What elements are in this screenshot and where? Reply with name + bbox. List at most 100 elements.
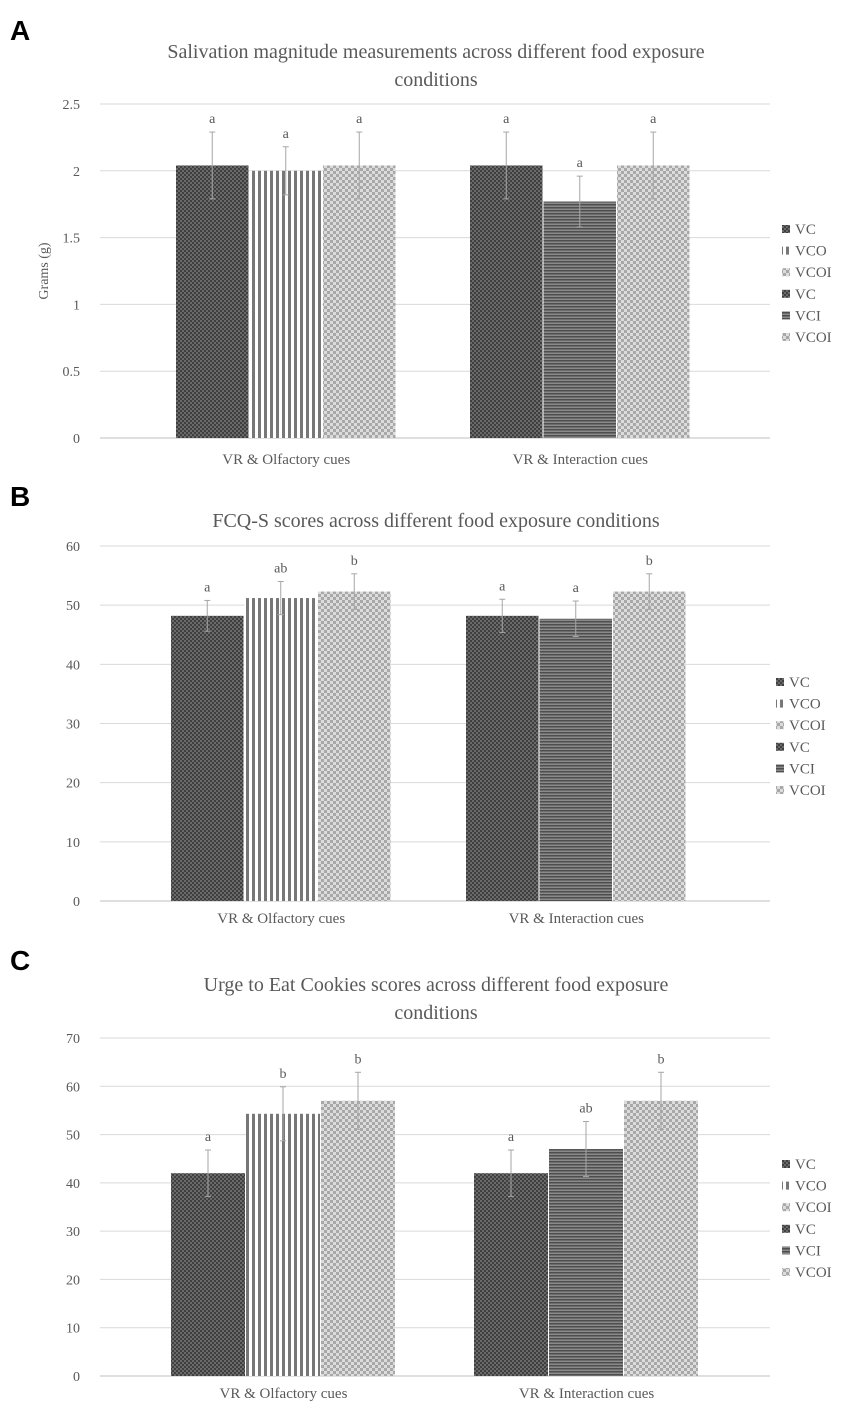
bar-vco: [249, 170, 322, 439]
bar-vc: [474, 1173, 548, 1376]
legend-swatch: [782, 289, 790, 298]
bar-vci: [543, 201, 616, 438]
y-tick-label: 70: [66, 1032, 80, 1047]
panel-letter: A: [10, 15, 30, 46]
legend-swatch: [782, 1224, 790, 1233]
y-tick-label: 0.5: [63, 365, 81, 380]
category-label: VR & Interaction cues: [519, 1386, 655, 1402]
legend-item: VCI: [782, 308, 821, 324]
bar-vci: [549, 1149, 623, 1376]
legend-item: VC: [782, 222, 816, 238]
legend-label: VC: [789, 740, 810, 756]
significance-label: b: [355, 1052, 362, 1067]
legend-swatch: [776, 742, 784, 751]
legend-item: VC: [782, 1222, 816, 1238]
y-tick-label: 60: [66, 540, 80, 555]
significance-label: a: [650, 112, 657, 127]
bar-vc: [176, 165, 249, 438]
legend-item: VCI: [782, 1243, 821, 1259]
bar-vci: [539, 618, 612, 901]
legend-swatch: [782, 246, 790, 255]
legend-label: VCOI: [789, 718, 826, 734]
chart-title: Salivation magnitude measurements across…: [167, 41, 704, 63]
bar-vco: [246, 1113, 320, 1376]
y-tick-label: 0: [73, 895, 80, 910]
bar-vcoi: [323, 165, 396, 438]
y-tick-label: 1.5: [63, 232, 81, 247]
chart-title: FCQ-S scores across different food expos…: [212, 510, 660, 532]
significance-label: a: [356, 112, 363, 127]
y-tick-label: 2.5: [63, 98, 81, 113]
panel-b: B FCQ-S scores across different food expo…: [10, 481, 826, 927]
legend-swatch: [782, 1160, 790, 1168]
legend-swatch: [776, 699, 784, 708]
significance-label: b: [658, 1052, 665, 1067]
legend-label: VCI: [795, 308, 821, 324]
legend-swatch: [782, 311, 790, 320]
panel-c: C Urge to Eat Cookies scores across diffe…: [10, 945, 832, 1402]
legend-label: VCI: [795, 1243, 821, 1259]
category-label: VR & Olfactory cues: [220, 1386, 348, 1402]
chart-title: Urge to Eat Cookies scores across differ…: [204, 974, 669, 996]
legend-swatch: [782, 1181, 790, 1190]
legend-item: VCOI: [782, 1200, 832, 1216]
legend-item: VC: [776, 740, 810, 756]
legend-item: VCOI: [776, 718, 826, 734]
legend-item: VC: [782, 287, 816, 303]
legend-label: VCO: [795, 1179, 827, 1195]
legend-swatch: [782, 225, 790, 233]
significance-label: a: [283, 127, 290, 142]
legend-item: VCI: [776, 761, 815, 777]
y-tick-label: 50: [66, 1129, 80, 1144]
y-tick-label: 0: [73, 432, 80, 447]
legend-item: VCOI: [782, 265, 832, 281]
panel-letter: C: [10, 945, 30, 976]
significance-label: b: [351, 554, 358, 569]
legend-label: VC: [789, 675, 810, 691]
y-tick-label: 0: [73, 1370, 80, 1385]
bar-vc: [466, 615, 539, 901]
panel-a: A Salivation magnitude measurements acros…: [10, 15, 832, 468]
significance-label: ab: [579, 1102, 592, 1117]
bar-vco: [244, 598, 317, 901]
legend-item: VCO: [782, 244, 827, 260]
y-tick-label: 10: [66, 836, 80, 851]
legend-item: VCOI: [782, 1265, 832, 1281]
category-label: VR & Olfactory cues: [217, 911, 345, 927]
legend-swatch: [776, 721, 784, 730]
legend-swatch: [782, 333, 790, 341]
y-tick-label: 20: [66, 777, 80, 792]
significance-label: a: [577, 156, 584, 171]
significance-label: b: [646, 554, 653, 569]
chart-title: conditions: [394, 1002, 478, 1024]
y-tick-label: 50: [66, 599, 80, 614]
legend-item: VCO: [782, 1179, 827, 1195]
y-tick-label: 20: [66, 1273, 80, 1288]
significance-label: a: [508, 1130, 515, 1145]
legend-swatch: [782, 1246, 790, 1255]
category-label: VR & Interaction cues: [509, 911, 645, 927]
significance-label: a: [499, 579, 506, 594]
y-tick-label: 10: [66, 1322, 80, 1337]
significance-label: a: [503, 112, 510, 127]
legend-swatch: [776, 764, 784, 773]
legend-item: VCOI: [782, 330, 832, 346]
legend-label: VCOI: [795, 1200, 832, 1216]
legend-swatch: [782, 1203, 790, 1212]
legend-swatch: [782, 268, 790, 277]
bar-vcoi: [613, 591, 686, 901]
legend-label: VCOI: [789, 783, 826, 799]
y-tick-label: 40: [66, 1177, 80, 1192]
significance-label: b: [280, 1067, 287, 1082]
legend-swatch: [776, 678, 784, 686]
significance-label: a: [204, 580, 211, 595]
bar-vc: [171, 1173, 245, 1376]
y-tick-label: 40: [66, 658, 80, 673]
legend-label: VC: [795, 1157, 816, 1173]
legend-item: VCOI: [776, 783, 826, 799]
bar-vcoi: [624, 1100, 698, 1376]
panel-letter: B: [10, 481, 30, 512]
legend-swatch: [782, 1268, 790, 1276]
significance-label: a: [205, 1130, 212, 1145]
